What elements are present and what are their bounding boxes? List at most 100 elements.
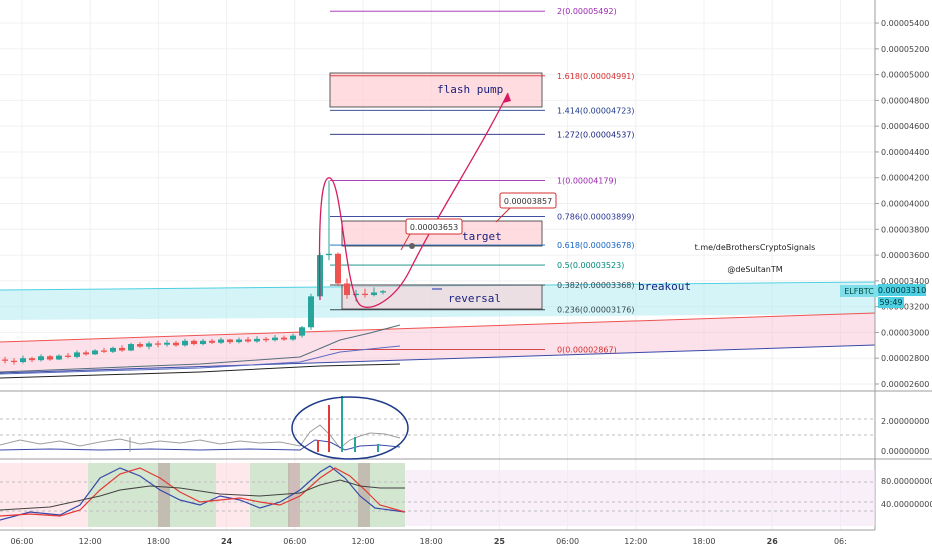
volume-highlight-ellipse <box>291 396 409 460</box>
osc-dark-zone-1 <box>158 463 170 527</box>
candle-body <box>263 338 269 341</box>
candle-body <box>155 343 161 345</box>
oscillator-panel[interactable]: 80.00000000 40.00000000 <box>0 463 932 527</box>
osc-tick-label: 40.00000000 <box>881 500 932 509</box>
candle-body <box>119 347 125 351</box>
candle-body <box>344 283 350 296</box>
fib-level-label: 0.5(0.00003523) <box>557 261 624 270</box>
candle-body <box>47 356 53 360</box>
reversal-label: reversal <box>448 292 501 305</box>
price-tick-label: 0.00005000 <box>881 71 929 80</box>
time-tick-label: 06: <box>834 537 847 546</box>
fib-level-label: 1.272(0.00004537) <box>557 130 635 139</box>
projection-arrowhead <box>503 93 511 103</box>
osc-future-band <box>405 470 875 526</box>
time-tick-label: 24 <box>221 537 233 546</box>
channel-mid-line <box>0 312 876 343</box>
callout-text-2: 0.00003653 <box>410 223 458 232</box>
price-tick-label: 0.00003000 <box>881 328 929 337</box>
osc-dark-zone-2 <box>288 463 300 527</box>
candle-countdown: 59:49 <box>879 298 902 307</box>
price-tick-label: 0.00004800 <box>881 96 929 105</box>
ma-line-1 <box>0 324 401 373</box>
time-tick-label: 12:00 <box>351 537 374 546</box>
price-tick-label: 0.00005200 <box>881 45 929 54</box>
candle-body <box>20 358 26 363</box>
candle-body <box>326 253 332 256</box>
candles <box>2 180 386 365</box>
symbol-label: ELFBTC <box>844 287 874 296</box>
breakout-label: breakout <box>638 280 691 293</box>
flash-pump-box[interactable] <box>329 72 543 108</box>
candle-body <box>209 340 215 343</box>
candle-body <box>56 355 62 360</box>
candle-body <box>254 338 260 342</box>
candle-body <box>371 292 377 296</box>
price-tick-label: 0.00004400 <box>881 148 929 157</box>
price-tick-label: 0.00003600 <box>881 251 929 260</box>
moving-averages <box>0 324 401 379</box>
flash-pump-label: flash pump <box>437 83 503 96</box>
credit-telegram: t.me/deBrothersCryptoSignals <box>695 243 816 252</box>
fib-level-label: 1(0.00004179) <box>557 176 617 185</box>
candle-body <box>236 339 242 343</box>
price-tick-label: 0.00003800 <box>881 225 929 234</box>
fib-level-label: 0.618(0.00003678) <box>557 241 635 250</box>
volume-tick-label: 0.00000000 <box>881 447 929 456</box>
price-tick-label: 0.00004600 <box>881 122 929 131</box>
ma-line-2 <box>0 345 401 375</box>
candle-body <box>110 347 116 352</box>
candle-body <box>182 340 188 346</box>
callout-0-00003653[interactable]: 0.00003653 <box>400 218 463 251</box>
price-tick-label: 0.00004200 <box>881 174 929 183</box>
ascending-channel-pink <box>0 313 875 373</box>
candle-body <box>308 296 314 328</box>
candle-body <box>299 327 305 336</box>
fib-level-label: 0.786(0.00003899) <box>557 213 635 222</box>
candle-body <box>101 350 107 352</box>
osc-green-zone-1 <box>88 463 216 527</box>
target-label: target <box>462 230 502 243</box>
candle-body <box>218 339 224 343</box>
osc-line-blue <box>0 465 406 521</box>
time-axis[interactable]: 06:00 12:00 18:00 24 06:00 12:00 18:00 25 06:00 1… <box>0 529 875 546</box>
candle-body <box>29 358 35 361</box>
time-tick-label: 06:00 <box>10 537 33 546</box>
time-tick-label: 18:00 <box>692 537 715 546</box>
candle-body <box>200 340 206 345</box>
time-tick-label: 12:00 <box>79 537 102 546</box>
volume-panel[interactable]: 2.00000000 0.00000000 <box>0 396 929 460</box>
candle-body <box>272 337 278 341</box>
price-axis[interactable]: 0.00005400 0.00005200 0.00005000 0.00004800… <box>874 0 929 530</box>
fib-level-label: 0(0.00002867) <box>557 346 617 355</box>
fib-level-label: 1.618(0.00004991) <box>557 72 635 81</box>
candle-body <box>74 352 80 357</box>
volume-line-gray <box>0 424 401 449</box>
channel-bottom-line <box>0 344 876 374</box>
candle-body <box>164 342 170 345</box>
candle-body <box>335 253 341 284</box>
candle-body <box>173 342 179 346</box>
credit-handle: @deSultanTM <box>727 265 782 274</box>
candle-body <box>2 359 8 361</box>
fib-level-label: 0.382(0.00003368) <box>557 281 635 290</box>
callout-text-1: 0.00003857 <box>504 197 552 206</box>
last-price-badge: ELFBTC 0.00003310 59:49 <box>840 284 926 308</box>
time-tick-label: 26 <box>767 537 779 546</box>
ma-line-3 <box>0 363 401 379</box>
osc-line-red <box>0 467 406 517</box>
candle-body <box>128 344 134 351</box>
callout-0-00003857[interactable]: 0.00003857 <box>495 192 557 223</box>
candle-body <box>227 339 233 343</box>
candle-body <box>362 293 368 296</box>
time-tick-label: 25 <box>494 537 506 546</box>
candle-body <box>380 291 386 293</box>
candle-body <box>245 339 251 342</box>
candle-body <box>38 356 44 361</box>
osc-green-zone-3 <box>300 463 405 527</box>
osc-line-black <box>0 479 405 511</box>
fib-levels: 2(0.00005492) 1.618(0.00004991) 1.414(0.00… <box>330 7 635 355</box>
time-tick-label: 06:00 <box>283 537 306 546</box>
